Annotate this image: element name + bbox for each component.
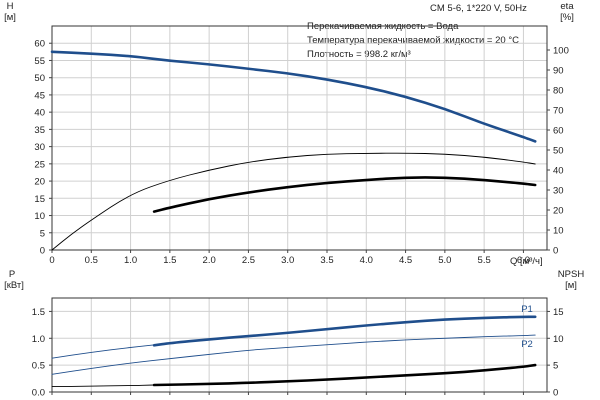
y-tick-label: 10	[34, 211, 45, 222]
y2-tick-label: 70	[553, 106, 564, 117]
npsh-thick-line	[152, 363, 537, 387]
series-label-p1: P1	[521, 304, 533, 315]
top-y-unit: [м]	[4, 12, 16, 23]
x-tick-label: 0	[49, 255, 54, 266]
y2-tick-label: 15	[553, 307, 564, 318]
y2-tick-label: 40	[553, 166, 564, 177]
y2-tick-label: 0	[553, 246, 558, 257]
y-tick-label: 5	[40, 228, 45, 239]
y-tick-label: 45	[34, 90, 45, 101]
annotation-temperature: Температура перекачиваемой жидкости = 20…	[307, 35, 519, 46]
x-tick-label: 2.5	[242, 255, 255, 266]
x-tick-label: 5.0	[438, 255, 451, 266]
x-tick-label: 3.0	[281, 255, 294, 266]
bottom-plot-frame	[51, 297, 548, 393]
y-tick-label: 1.5	[32, 307, 45, 318]
power-thick-line	[152, 315, 537, 347]
y-tick-label: 0.5	[32, 361, 45, 372]
y2-tick-label: 5	[553, 361, 558, 372]
y-tick-label: 0	[40, 246, 45, 257]
eta-thin-line	[51, 152, 536, 251]
y-tick-label: 50	[34, 73, 45, 84]
top-y2-unit: [%]	[560, 12, 574, 23]
y-tick-label: 40	[34, 108, 45, 119]
y-tick-label: 20	[34, 177, 45, 188]
y-tick-label: 35	[34, 125, 45, 136]
bottom-y-label: P	[9, 269, 15, 280]
y-tick-label: 30	[34, 142, 45, 153]
chart-title: CM 5-6, 1*220 V, 50Hz	[430, 3, 527, 14]
top-y2-label: eta	[560, 1, 574, 12]
bottom-y-unit: [кВт]	[4, 280, 24, 291]
x-tick-label: 0.5	[85, 255, 98, 266]
y2-tick-label: 20	[553, 206, 564, 217]
x-tick-label: 3.5	[320, 255, 333, 266]
x-tick-label: 4.0	[360, 255, 373, 266]
y2-tick-label: 10	[553, 334, 564, 345]
y2-tick-label: 50	[553, 146, 564, 157]
y-tick-label: 15	[34, 194, 45, 205]
y2-tick-label: 100	[553, 46, 569, 57]
x-tick-label: 1.5	[163, 255, 176, 266]
y2-tick-label: 60	[553, 126, 564, 137]
annotation-density: Плотность = 998.2 кг/м³	[307, 49, 411, 60]
head-curve-line	[50, 50, 537, 143]
y-tick-label: 25	[34, 159, 45, 170]
x-tick-label: 2.0	[203, 255, 216, 266]
bottom-y2-unit: [м]	[565, 280, 577, 291]
eta-thick-line	[152, 176, 537, 213]
x-axis-unit: Q [м³/ч]	[510, 256, 543, 267]
npsh-thin-line	[51, 384, 155, 388]
y2-tick-label: 90	[553, 66, 564, 77]
y-tick-label: 60	[34, 39, 45, 50]
top-plot-frame	[51, 25, 548, 251]
y2-tick-label: 80	[553, 86, 564, 97]
y2-tick-label: 30	[553, 186, 564, 197]
x-tick-label: 4.5	[399, 255, 412, 266]
series-label-p2: P2	[521, 339, 533, 350]
y-tick-label: 55	[34, 56, 45, 67]
p2-power-thin-line	[51, 334, 536, 375]
y-tick-label: 1.0	[32, 334, 45, 345]
y2-tick-label: 0	[553, 388, 558, 399]
x-tick-label: 6.0	[517, 255, 530, 266]
x-tick-label: 1.0	[124, 255, 137, 266]
y-tick-label: 0.0	[32, 388, 45, 399]
top-y-label: H	[7, 1, 14, 12]
bottom-y2-label: NPSH	[558, 269, 585, 280]
y2-tick-label: 10	[553, 226, 564, 237]
x-tick-label: 5.5	[478, 255, 491, 266]
